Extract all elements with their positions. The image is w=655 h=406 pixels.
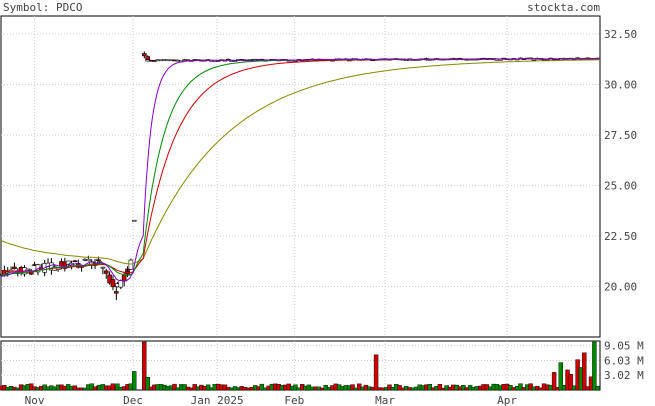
price-tick-label-4: 22.50 — [604, 230, 637, 243]
price-axis-labels: 32.50 30.00 27.50 25.00 22.50 20.00 — [604, 28, 637, 293]
candle-body-37 — [118, 280, 124, 288]
candle-body-33 — [107, 274, 112, 284]
date-tick-label-2: Jan 2025 — [191, 394, 244, 406]
volume-bar-36 — [115, 383, 120, 391]
candle-body-34 — [110, 279, 116, 288]
volume-bar-168 — [558, 362, 564, 391]
date-tick-label-0: Nov — [25, 394, 45, 406]
price-tick-label-1: 30.00 — [604, 79, 637, 92]
volume-bar-43 — [142, 341, 147, 391]
date-tick-label-5: Apr — [497, 394, 517, 406]
volume-bar-79 — [259, 383, 265, 391]
ema50-line — [0, 59, 600, 265]
price-panel-frame — [0, 15, 601, 338]
candle-body-35 — [114, 291, 119, 294]
volume-panel: 9.05 M6.03 M 3.02 M — [0, 340, 644, 391]
date-tick-label-3: Feb — [284, 394, 304, 406]
candle-body-20 — [65, 260, 71, 265]
volume-bar-166 — [551, 372, 557, 391]
price-grid — [1, 16, 600, 337]
volume-axis-labels: 9.05 M6.03 M 3.02 M — [604, 340, 644, 383]
price-tick-label-3: 25.00 — [604, 180, 637, 193]
candle-body-26 — [86, 258, 91, 262]
candle-body-22 — [72, 260, 78, 263]
candle-body-29 — [96, 259, 101, 262]
price-panel: 32.50 30.00 27.50 25.00 22.50 20.00 — [0, 15, 637, 338]
volume-bar-106 — [350, 384, 355, 391]
volume-bar-178 — [592, 341, 597, 391]
volume-tick-label-1: 6.03 M — [604, 354, 644, 367]
volume-bar-53 — [172, 383, 177, 391]
volume-tick-label-0: 9.05 M — [604, 340, 644, 353]
candle-body-32 — [103, 270, 109, 274]
volume-bar-132 — [437, 383, 443, 391]
volume-bar-42 — [132, 371, 137, 391]
volume-bar-156 — [518, 383, 523, 391]
candle-body-15 — [49, 262, 54, 271]
candle-body-43 — [142, 53, 147, 57]
date-tick-label-1: Dec — [123, 394, 143, 406]
site-label: stockta.com — [527, 1, 600, 14]
ema5-line — [0, 58, 600, 282]
volume-grid — [1, 341, 600, 390]
volume-bar-179 — [595, 386, 600, 391]
symbol-label: Symbol: PDCO — [3, 1, 82, 14]
volume-bar-171 — [568, 374, 574, 391]
volume-bar-89 — [293, 384, 298, 391]
date-tick-label-4: Mar — [375, 394, 395, 406]
volume-tick-label-2: 3.02 M — [604, 369, 644, 382]
volume-bar-113 — [373, 354, 379, 391]
candle-body-41 — [128, 259, 134, 270]
volume-bars — [0, 341, 600, 391]
candle-body-19 — [62, 261, 68, 269]
ema-lines — [0, 58, 601, 282]
candle-body-4 — [12, 266, 17, 269]
volume-bar-45 — [145, 377, 150, 391]
candle-body-42 — [131, 219, 137, 222]
volume-panel-frame — [0, 340, 601, 391]
candle-body-31 — [100, 266, 106, 269]
volume-bar-175 — [582, 352, 587, 391]
price-tick-label-5: 20.00 — [604, 281, 637, 294]
date-axis-labels: Nov Dec Jan 2025 Feb Mar Apr — [25, 394, 518, 406]
price-tick-label-0: 32.50 — [604, 28, 637, 41]
price-tick-label-2: 27.50 — [604, 129, 637, 142]
volume-bar-129 — [427, 384, 433, 391]
